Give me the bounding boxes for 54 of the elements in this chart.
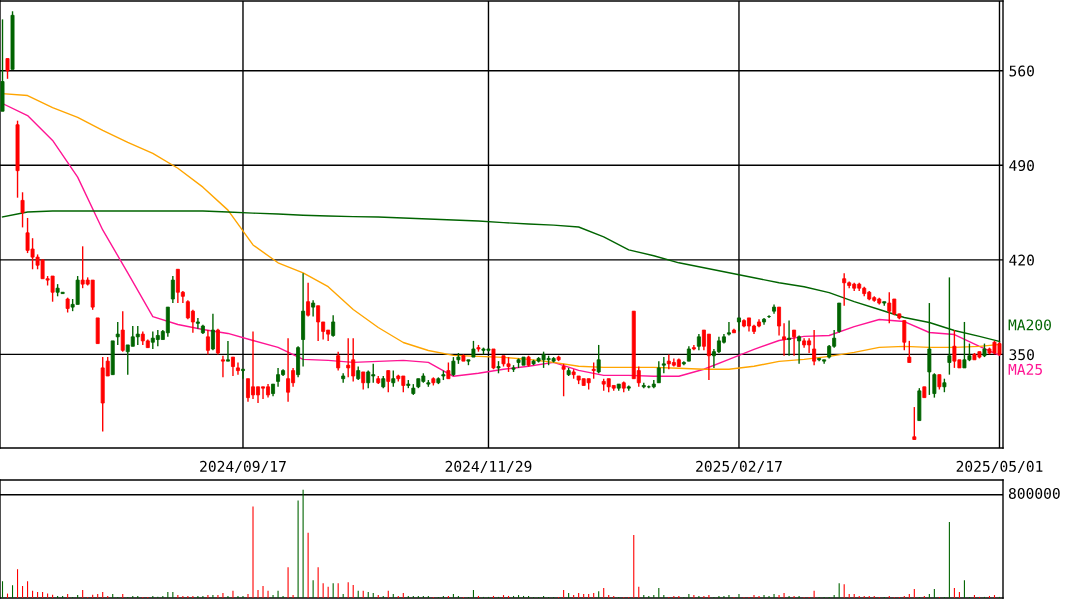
- candlestick: [276, 367, 281, 388]
- candlestick: [561, 363, 566, 397]
- candlestick: [887, 291, 892, 325]
- text: 800000: [1008, 487, 1060, 499]
- candlestick: [656, 360, 661, 384]
- candlestick: [932, 372, 937, 399]
- candlestick: [195, 317, 200, 330]
- y-tick-label: 350: [1009, 349, 1034, 361]
- candlestick: [205, 329, 210, 356]
- candlestick: [386, 369, 391, 393]
- candlestick: [316, 305, 321, 342]
- y-tick-label: 560: [1009, 65, 1034, 77]
- candlestick: [336, 350, 341, 372]
- candlestick: [907, 340, 912, 364]
- candlestick: [661, 356, 666, 374]
- candlestick: [902, 319, 907, 352]
- candlestick: [341, 372, 346, 384]
- x-tick-label: 2024/11/29: [445, 460, 532, 474]
- candlestick: [225, 340, 230, 362]
- candlestick: [792, 329, 797, 357]
- candlestick: [5, 57, 10, 80]
- candlestick: [311, 299, 316, 318]
- candlestick: [812, 329, 817, 366]
- candlestick: [115, 321, 120, 346]
- x-tick-label: 2025/05/01: [956, 460, 1043, 474]
- candlestick: [20, 191, 25, 229]
- candlestick: [797, 334, 802, 365]
- candlestick: [451, 356, 456, 377]
- series-label: MA25: [1008, 363, 1042, 375]
- y-tick-label: 490: [1009, 160, 1034, 172]
- candlestick: [210, 313, 215, 352]
- x-tick-label: 2024/09/17: [200, 460, 286, 474]
- candlestick: [782, 322, 787, 357]
- candlestick: [236, 361, 240, 376]
- candlestick: [306, 282, 311, 318]
- candlestick: [135, 325, 140, 346]
- y-tick-label: 420: [1009, 254, 1034, 266]
- candlestick: [912, 406, 917, 441]
- candlestick: [120, 310, 125, 353]
- candlestick: [170, 275, 175, 304]
- candlestick: [706, 333, 711, 381]
- candlestick: [596, 344, 601, 374]
- candlestick: [777, 306, 782, 337]
- candlestick: [331, 314, 336, 338]
- candlestick: [230, 356, 235, 377]
- candlestick: [842, 272, 847, 307]
- candlestick: [726, 321, 731, 337]
- candlestick: [286, 337, 291, 403]
- candlestick: [787, 319, 792, 357]
- candlestick: [241, 368, 245, 380]
- x-tick-label: 2025/02/17: [696, 460, 782, 474]
- series-label: MA200: [1008, 319, 1051, 331]
- candlestick: [346, 337, 351, 379]
- candlestick: [220, 355, 225, 379]
